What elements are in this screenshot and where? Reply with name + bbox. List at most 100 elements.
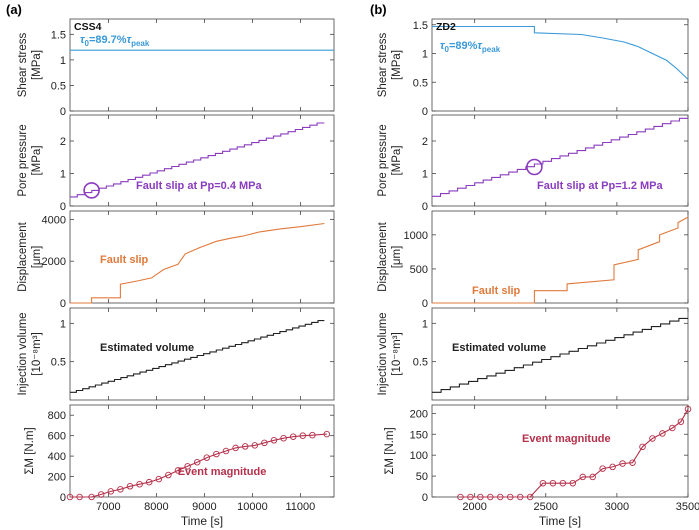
y-tick-label: 100 [410,450,428,462]
data-point [669,424,676,432]
annotation: τ0=89%τpeak [440,40,501,54]
subplot-1: 0 0.5 1 1.5 Shear stress [MPa] CSS4τ0=89.7%τpe… [17,18,335,118]
y-axis-label: [μm] [31,246,43,269]
data-point [659,430,666,437]
data-point [619,460,626,467]
data-point [241,443,249,450]
data-point [88,493,95,501]
axes-box [69,404,335,498]
subplot-4: 0.5 1 Injection volume [10⁻⁸m³] Estimated vo… [17,307,335,401]
data-point [165,471,172,479]
y-tick-label: 400 [48,451,66,463]
y-axis-label: [μm] [391,246,403,269]
y-axis-label: ΣM [N.m] [384,427,396,474]
data-point [145,478,153,486]
data-point [299,432,307,439]
series-line [70,433,327,498]
data-point [184,463,191,470]
data-point [97,491,105,498]
data-point [589,473,596,481]
y-tick-label: 0.5 [51,80,66,92]
data-point [136,480,143,488]
annotation: Fault slip at Pp=0.4 MPa [136,180,263,192]
y-tick-label: 200 [48,472,66,484]
y-tick-label: 1 [60,55,66,67]
y-tick-label: 2000 [42,256,66,268]
y-tick-label: 600 [48,431,66,443]
y-axis-label: [10⁻⁸m³] [391,332,403,376]
y-axis-label: Displacement [17,221,29,291]
data-point [516,493,524,501]
y-tick-label: 150 [410,429,428,441]
data-point [649,435,656,442]
subplot-5: 0 200 400 600 800 7000 8000 9000 10000 11000 ΣM [N… [24,404,335,513]
data-point [457,493,464,501]
y-tick-label: 1 [422,49,428,61]
axes-box [69,18,335,112]
y-tick-label: 0 [422,106,428,118]
data-point [526,493,534,501]
annotation: Estimated volume [100,342,194,354]
annotation: Event magnitude [178,466,267,478]
series-line [432,117,688,197]
subplot-2: 0 1 2 Pore pressure [MPa] Fault slip at Pp=1.… [377,114,689,213]
axes-box [69,114,335,207]
data-point [609,463,616,471]
y-tick-label: 2 [60,136,66,148]
y-tick-label: 0.5 [413,77,428,89]
y-tick-label: 1 [60,318,66,330]
data-point [107,488,115,495]
data-point [155,475,163,483]
y-tick-label: 1 [422,318,428,330]
y-tick-label: 0 [60,201,66,213]
series-line [70,320,325,393]
annotation: Event magnitude [522,433,611,445]
subplot-3: 0 2000 4000 Displacement [μm] Fault slip [17,210,335,310]
y-axis-label: Pore pressure [377,124,389,196]
axes-box [69,210,335,304]
y-axis-label: ΣM [N.m] [24,427,36,474]
y-tick-label: 800 [48,410,66,422]
y-tick-label: 0 [60,298,66,310]
data-point [579,473,587,481]
data-point [126,483,134,490]
x-tick-label: 2500 [534,501,558,513]
x-axis-label: Time [s] [539,514,581,528]
data-point [174,467,182,474]
data-point [477,493,484,501]
data-point [280,434,287,442]
y-tick-label: 1.5 [413,20,428,32]
series-line [432,317,688,393]
y-tick-label: 50 [416,471,428,483]
data-point [289,433,297,440]
y-tick-label: 1 [60,169,66,181]
axes-box [69,307,335,401]
y-axis-label: [10⁻⁸m³] [31,332,43,376]
data-point [629,459,636,466]
annotation: Fault slip [100,254,149,266]
y-tick-label: 1000 [404,230,428,242]
annotation: Estimated volume [452,342,546,354]
data-point [323,430,331,438]
x-axis-label: Time [s] [181,514,223,528]
y-axis-label: Pore pressure [17,124,29,196]
data-point [599,465,606,472]
data-point [539,479,547,487]
x-tick-label: 3500 [676,501,699,513]
data-point [66,493,74,501]
data-point [569,479,577,487]
series-line [70,222,325,304]
x-tick-label: 10000 [237,501,268,513]
data-point [549,479,557,487]
y-tick-label: 0 [60,106,66,118]
data-point [261,439,268,447]
y-axis-label: Injection volume [377,312,389,395]
y-axis-label: Shear stress [17,32,29,97]
y-tick-label: 0.5 [413,357,428,369]
y-tick-label: 0 [60,492,66,504]
subplot-5: 0 50 100 150 200 2000 2500 3000 3500 ΣM [N.m] Even… [384,404,699,513]
slip-onset-marker [83,182,100,199]
